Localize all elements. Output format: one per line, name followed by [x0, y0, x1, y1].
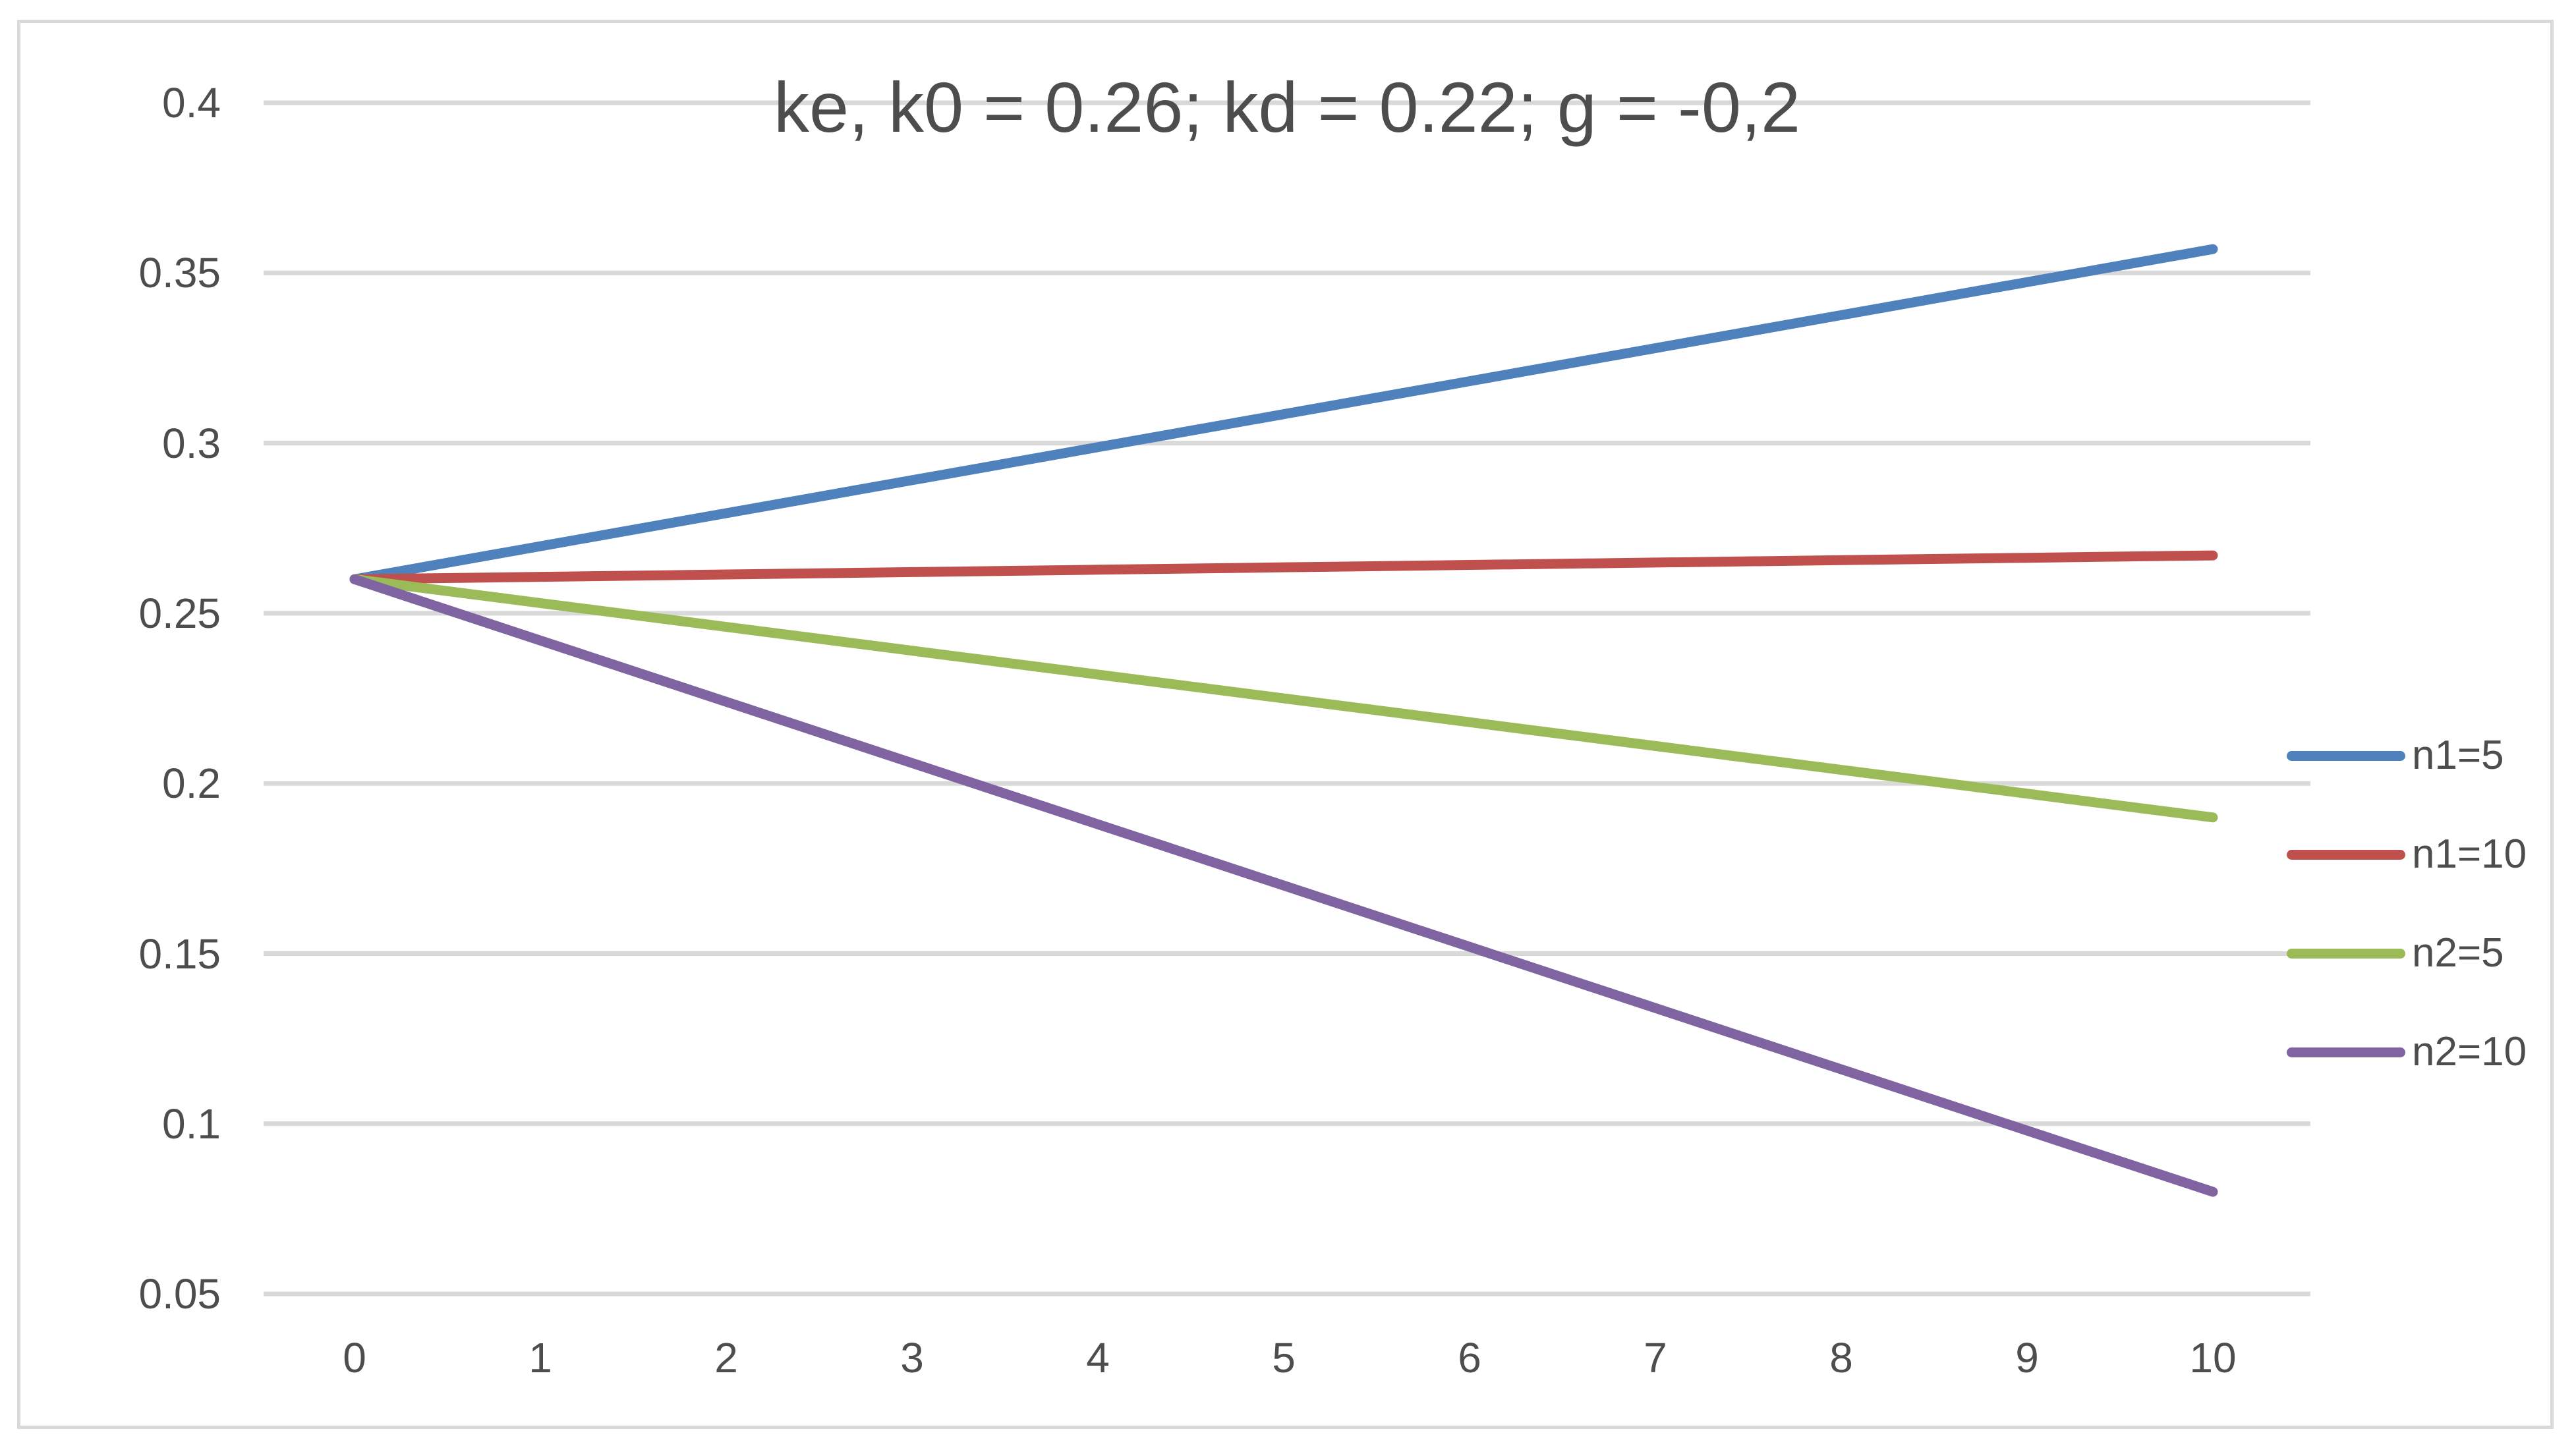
series-line-n1-5 [349, 244, 2218, 584]
y-tick-label: 0.1 [162, 1100, 221, 1148]
x-tick-label: 9 [2015, 1334, 2039, 1381]
y-tick-label: 0.3 [162, 419, 221, 467]
y-tick-label: 0.25 [138, 589, 221, 637]
x-tick-label: 4 [1086, 1334, 1110, 1381]
legend-swatch [2287, 850, 2405, 860]
y-tick-label: 0.4 [162, 79, 221, 126]
x-tick-label: 5 [1272, 1334, 1296, 1381]
x-tick-label: 2 [714, 1334, 738, 1381]
series-lines [349, 244, 2218, 1197]
legend-swatch [2287, 1047, 2405, 1057]
legend-swatch [2287, 751, 2405, 761]
x-tick-label: 1 [529, 1334, 552, 1381]
x-tick-label: 3 [900, 1334, 924, 1381]
y-tick-label: 0.2 [162, 760, 221, 808]
x-tick-label: 8 [1829, 1334, 1853, 1381]
legend-label: n1=10 [2412, 831, 2527, 877]
legend-label: n2=10 [2412, 1029, 2527, 1074]
legend-swatch [2287, 949, 2405, 959]
series-line-n2-10 [349, 574, 2218, 1197]
x-tick-label: 0 [343, 1334, 366, 1381]
series-line-n1-10 [349, 550, 2218, 584]
chart-title: ke, k0 = 0.26; kd = 0.22; g = -0,2 [773, 67, 1801, 147]
x-tick-label: 10 [2189, 1334, 2237, 1381]
y-tick-label: 0.05 [138, 1270, 221, 1318]
y-tick-label: 0.35 [138, 249, 221, 297]
x-tick-label: 7 [1644, 1334, 1667, 1381]
y-tick-label: 0.15 [138, 930, 221, 978]
legend-label: n2=5 [2412, 930, 2504, 976]
series-line-n2-5 [349, 574, 2218, 823]
x-tick-label: 6 [1458, 1334, 1481, 1381]
legend-label: n1=5 [2412, 733, 2504, 778]
chart-border [17, 20, 2554, 1429]
